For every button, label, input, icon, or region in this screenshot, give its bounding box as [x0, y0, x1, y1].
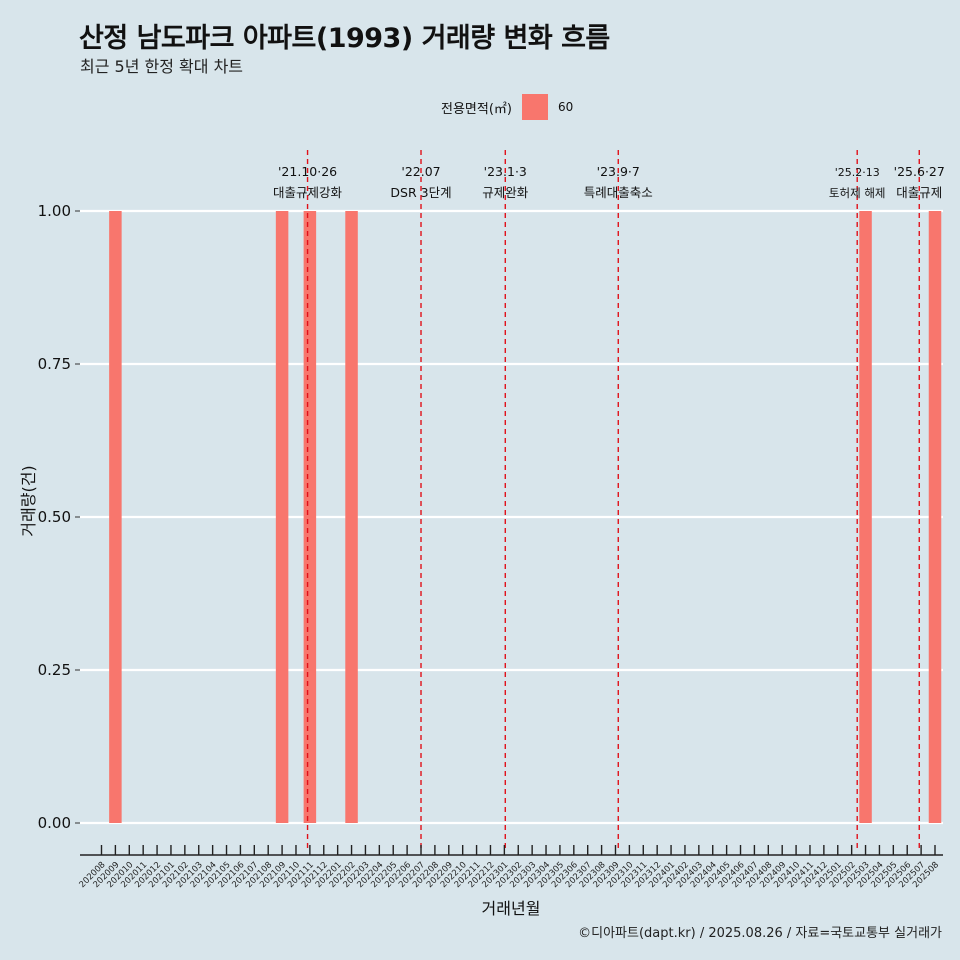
annotation-date: '25.2·13 — [835, 166, 880, 179]
y-tick-label: 0.50 — [38, 508, 71, 526]
bar-202503 — [859, 211, 872, 823]
y-tick-label: 0.75 — [38, 355, 71, 373]
legend-label-60: 60 — [557, 100, 574, 114]
y-tick-label: 0.25 — [38, 661, 71, 679]
y-tick-label: 0.00 — [38, 814, 71, 832]
caption: ©디아파트(dapt.kr) / 2025.08.26 / 자료=국토교통부 실… — [578, 926, 942, 941]
annotation-label: DSR 3단계 — [390, 185, 451, 200]
bar-202109 — [275, 211, 289, 823]
bar-202202 — [345, 211, 358, 823]
annotation-label: 특례대출축소 — [584, 185, 653, 200]
bar-202111 — [303, 211, 317, 823]
chart-title: 산정 남도파크 아파트(1993) 거래량 변화 흐름 — [79, 23, 610, 54]
annotation-label: 대출규제강화 — [273, 185, 343, 200]
legend-key-60 — [521, 94, 548, 120]
legend-title: 전용면적(㎡) — [441, 101, 512, 117]
y-axis-title: 거래량(건) — [19, 465, 38, 536]
x-axis-title: 거래년월 — [482, 899, 541, 918]
annotation-date: '23.1·3 — [484, 164, 527, 179]
annotation-date: '22.07 — [401, 164, 440, 179]
annotation-label: 대출규제 — [896, 185, 942, 200]
annotation-label: 토허제 해제 — [829, 186, 886, 200]
annotation-label: 규제완화 — [482, 185, 529, 200]
annotation-date: '23.9·7 — [597, 164, 640, 179]
bar-202009 — [109, 211, 122, 823]
y-tick-label: 1.00 — [38, 202, 71, 220]
chart-subtitle: 최근 5년 한정 확대 차트 — [80, 57, 244, 76]
annotation-date: '21.10·26 — [278, 164, 337, 179]
annotation-date: '25.6·27 — [894, 164, 945, 179]
bar-202508 — [928, 211, 942, 823]
legend: 전용면적(㎡) 60 — [441, 94, 573, 120]
